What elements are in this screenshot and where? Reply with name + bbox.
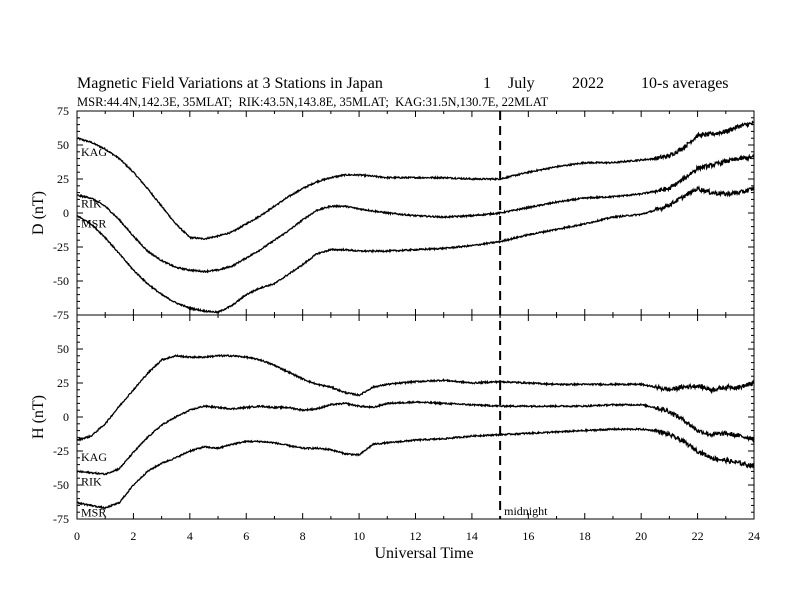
h-panel-ylabel: H (nT) — [30, 395, 47, 439]
y-tick-label-50: 50 — [57, 342, 69, 356]
x-tick-label-20: 20 — [635, 529, 647, 543]
x-tick-label-4: 4 — [187, 529, 193, 543]
x-tick-label-8: 8 — [300, 529, 306, 543]
x-tick-label-2: 2 — [130, 529, 136, 543]
x-tick-label-18: 18 — [579, 529, 591, 543]
stations-line: MSR:44.4N,142.3E, 35MLAT; RIK:43.5N,143.… — [77, 95, 549, 109]
station-label-RIK: RIK — [81, 196, 102, 210]
d-panel-frame — [76, 110, 755, 316]
series-line-1-KAG — [76, 353, 755, 442]
x-tick-label-12: 12 — [410, 529, 422, 543]
station-label-MSR: MSR — [81, 217, 106, 231]
station-label-KAG: KAG — [81, 450, 107, 464]
y-tick-label--25: -25 — [53, 444, 69, 458]
d-panel-ylabel: D (nT) — [30, 191, 47, 235]
y-tick-label--25: -25 — [53, 240, 69, 254]
labels-layer: KAG RIK MSR KAG RIK MSR — [81, 145, 107, 519]
chart-month: July — [508, 75, 535, 92]
series-line-0-MSR — [76, 185, 755, 314]
x-tick-label-24: 24 — [748, 529, 760, 543]
chart-averaging: 10-s averages — [641, 75, 729, 92]
series-layer — [76, 120, 755, 510]
x-tick-label-14: 14 — [466, 529, 478, 543]
y-tick-label--75: -75 — [53, 512, 69, 526]
x-tick-label-22: 22 — [692, 529, 704, 543]
midnight-label: midnight — [504, 504, 548, 518]
y-tick-label-25: 25 — [57, 172, 69, 186]
x-tick-label-16: 16 — [522, 529, 534, 543]
y-tick-label--50: -50 — [53, 274, 69, 288]
y-tick-label-0: 0 — [63, 206, 69, 220]
chart-year: 2022 — [572, 75, 604, 92]
series-line-0-RIK — [76, 153, 755, 274]
x-tick-label-10: 10 — [353, 529, 365, 543]
series-line-1-RIK — [76, 400, 755, 476]
y-tick-label--75: -75 — [53, 308, 69, 322]
y-tick-label--50: -50 — [53, 478, 69, 492]
series-line-1-MSR — [76, 426, 755, 510]
chart-title: Magnetic Field Variations at 3 Stations … — [77, 75, 383, 92]
series-line-0-KAG — [76, 120, 755, 241]
station-label-MSR: MSR — [81, 506, 106, 520]
y-tick-label-50: 50 — [57, 138, 69, 152]
chart-day: 1 — [483, 75, 491, 92]
y-tick-label-25: 25 — [57, 376, 69, 390]
ticks-layer: 0 2 4 6 8 10 12 14 16 18 20 22 247550250-25-50-75502… — [53, 104, 760, 543]
x-tick-label-0: 0 — [74, 529, 80, 543]
h-panel-frame — [76, 314, 755, 520]
station-label-KAG: KAG — [81, 145, 107, 159]
x-axis-label: Universal Time — [374, 545, 473, 562]
x-tick-label-6: 6 — [243, 529, 249, 543]
y-tick-label-75: 75 — [57, 104, 69, 118]
station-label-RIK: RIK — [81, 474, 102, 488]
y-tick-label-0: 0 — [63, 410, 69, 424]
